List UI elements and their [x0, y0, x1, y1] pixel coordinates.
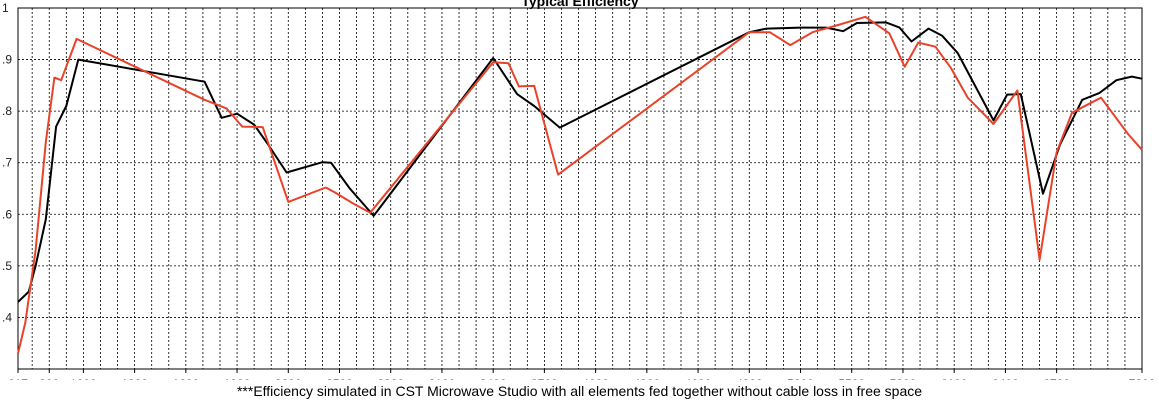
vertical-gridlines: [31, 8, 1126, 369]
x-tick-label: 7200: [1129, 377, 1156, 380]
series-line-2: [17, 15, 1143, 354]
x-tick-label: 617: [8, 377, 28, 380]
x-tick-label: 6400: [992, 377, 1019, 380]
x-tick-label: 1300: [121, 377, 148, 380]
x-tick-label: 800: [39, 377, 59, 380]
x-tick-label: 1900: [224, 377, 251, 380]
x-tick-label: 2500: [326, 377, 353, 380]
x-tick-label: 3400: [480, 377, 507, 380]
x-tick-label: 3100: [429, 377, 456, 380]
y-tick-label: .6: [2, 207, 12, 221]
y-tick-label: .8: [2, 104, 12, 118]
x-tick-label: 3700: [531, 377, 558, 380]
x-tick-label: 6700: [1043, 377, 1070, 380]
x-tick-label: 2800: [377, 377, 404, 380]
y-tick-label: .7: [2, 156, 12, 170]
x-tick-label: 2200: [275, 377, 302, 380]
x-tick-label: 1000: [70, 377, 97, 380]
chart-title: Typical Efficiency: [521, 0, 638, 9]
y-tick-label: 1: [2, 1, 9, 15]
efficiency-chart: 617 800 1000 1300 1600 1900 2200 2500 2800 3100 34…: [2, 0, 1156, 380]
series-layer: [17, 15, 1143, 354]
x-axis-ticks: 617 800 1000 1300 1600 1900 2200 2500 2800 3100 34…: [8, 369, 1156, 380]
horizontal-gridlines: [18, 59, 1142, 318]
x-tick-label: 5200: [787, 377, 814, 380]
x-tick-label: 5800: [890, 377, 917, 380]
x-tick-label: 4000: [582, 377, 609, 380]
series-line-1: [17, 21, 1143, 303]
x-tick-label: 5500: [838, 377, 865, 380]
y-tick-label: .9: [2, 53, 12, 67]
x-tick-label: 6100: [941, 377, 968, 380]
x-tick-label: 1600: [172, 377, 199, 380]
plot-frame: [17, 7, 1143, 370]
x-tick-label: 4600: [685, 377, 712, 380]
y-tick-label: .4: [2, 310, 12, 324]
x-tick-label: 4300: [633, 377, 660, 380]
y-tick-label: .5: [2, 259, 12, 273]
y-axis-ticks: .4 .5 .6 .7 .8 .9 1: [2, 1, 12, 324]
chart-footnote: ***Efficiency simulated in CST Microwave…: [236, 383, 923, 399]
x-tick-label: 4900: [736, 377, 763, 380]
